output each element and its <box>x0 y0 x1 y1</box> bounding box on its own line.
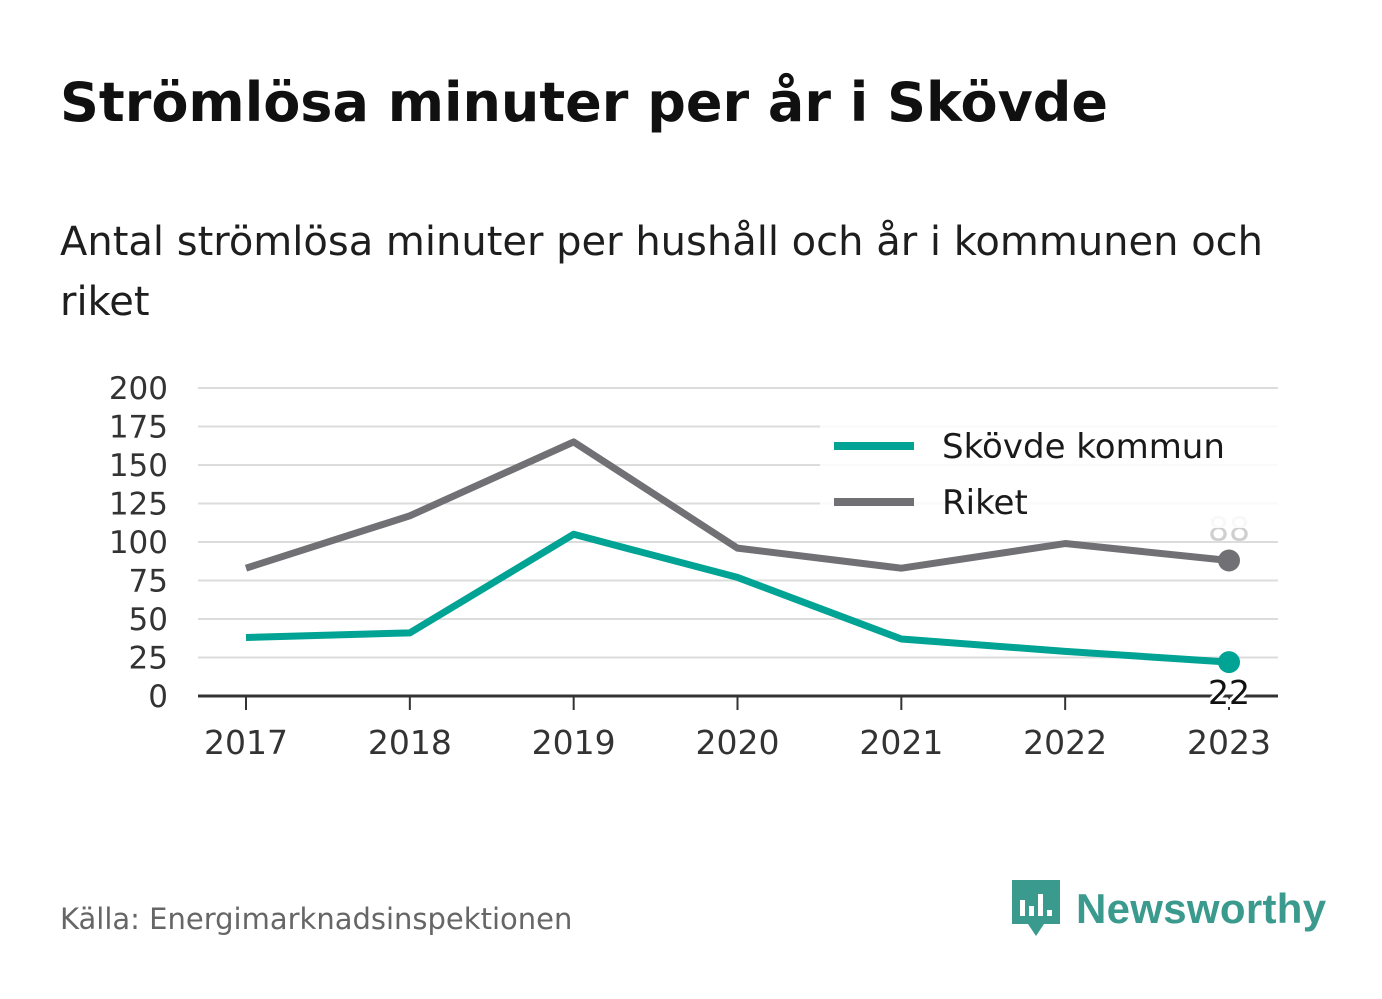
x-tick-label: 2018 <box>368 723 452 762</box>
brand-name: Newsworthy <box>1076 885 1327 932</box>
x-axis: 2017 2018 2019 2020 2021 2022 2023 <box>198 694 1278 762</box>
series-end-label: 22 <box>1208 673 1250 712</box>
legend-label: Riket <box>942 483 1028 523</box>
x-tick-label: 2019 <box>532 723 616 762</box>
x-tick-label: 2017 <box>204 723 288 762</box>
x-tick-label: 2022 <box>1023 723 1107 762</box>
y-tick-label: 200 <box>109 371 168 407</box>
y-tick-label: 75 <box>129 564 168 600</box>
chart-subtitle: Antal strömlösa minuter per hushåll och … <box>60 219 1264 325</box>
y-tick-label: 50 <box>129 602 168 638</box>
chart-title: Strömlösa minuter per år i Skövde <box>60 71 1109 134</box>
source-note: Källa: Energimarknadsinspektionen <box>60 902 573 936</box>
series-end-point <box>1218 651 1240 674</box>
legend-label: Skövde kommun <box>942 427 1225 467</box>
newsworthy-brand: Newsworthy <box>1010 878 1326 940</box>
y-tick-label: 175 <box>109 410 168 446</box>
x-tick-label: 2023 <box>1187 723 1271 762</box>
y-tick-label: 150 <box>109 448 168 484</box>
series-end-point <box>1218 549 1240 572</box>
series-line-riket <box>244 438 1230 572</box>
y-tick-label: 100 <box>109 525 168 561</box>
series-line-skovde <box>245 530 1230 666</box>
y-tick-label: 0 <box>148 679 168 715</box>
y-tick-label: 25 <box>129 641 168 677</box>
x-tick-label: 2020 <box>696 723 780 762</box>
y-tick-label: 125 <box>109 487 168 523</box>
legend-box <box>820 422 1278 528</box>
legend: Skövde kommun Riket <box>820 422 1278 528</box>
newsworthy-logo-icon <box>1012 880 1060 936</box>
x-tick-label: 2021 <box>859 723 943 762</box>
